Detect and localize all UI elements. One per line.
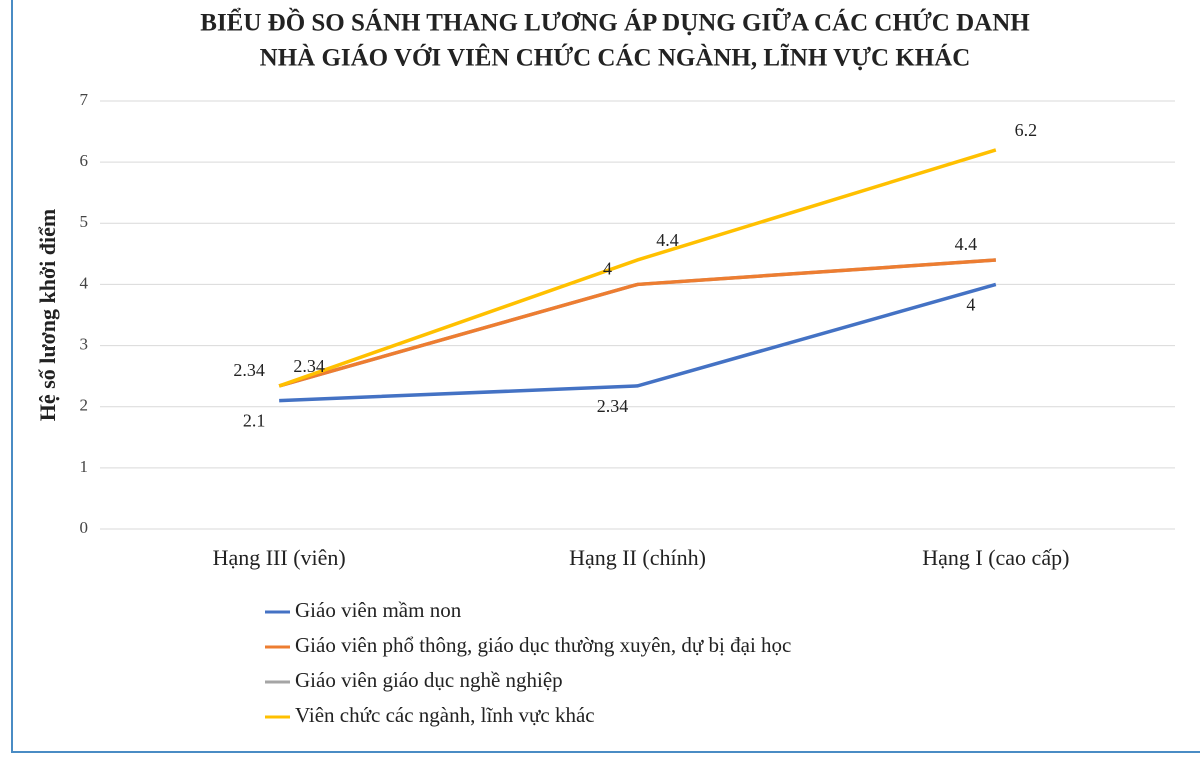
data-label: 4.4 <box>955 234 978 254</box>
data-label: 4 <box>603 259 612 279</box>
y-tick-label: 7 <box>80 90 89 109</box>
y-tick-label: 2 <box>80 396 89 415</box>
x-tick-label: Hạng III (viên) <box>213 545 346 570</box>
data-label: 2.34 <box>293 356 325 376</box>
y-tick-label: 5 <box>80 212 89 231</box>
series-line <box>278 258 996 388</box>
data-label: 2.1 <box>243 411 266 431</box>
legend-label: Giáo viên phổ thông, giáo dục thường xuy… <box>295 633 791 657</box>
y-tick-label: 0 <box>80 518 89 537</box>
y-tick-label: 3 <box>80 334 89 353</box>
x-tick-label: Hạng II (chính) <box>569 545 706 570</box>
legend-label: Giáo viên giáo dục nghề nghiệp <box>295 668 563 692</box>
y-axis-label: Hệ số lương khởi điểm <box>35 209 60 421</box>
legend-label: Viên chức các ngành, lĩnh vực khác <box>295 703 595 727</box>
y-tick-label: 4 <box>80 273 89 292</box>
data-label: 6.2 <box>1015 120 1038 140</box>
frame <box>11 0 1200 753</box>
x-tick-label: Hạng I (cao cấp) <box>922 545 1069 570</box>
data-label: 4 <box>966 295 975 315</box>
y-tick-label: 1 <box>80 457 89 476</box>
y-tick-label: 6 <box>80 151 89 170</box>
chart-title: NHÀ GIÁO VỚI VIÊN CHỨC CÁC NGÀNH, LĨNH V… <box>260 44 971 72</box>
legend-label: Giáo viên mầm non <box>295 598 462 622</box>
chart-title: BIỂU ĐỒ SO SÁNH THANG LƯƠNG ÁP DỤNG GIỮA… <box>200 8 1030 37</box>
series-line <box>278 148 997 388</box>
data-label: 2.34 <box>597 396 629 416</box>
data-label: 4.4 <box>656 230 679 250</box>
data-label: 2.34 <box>233 360 265 380</box>
series-line <box>279 282 997 403</box>
